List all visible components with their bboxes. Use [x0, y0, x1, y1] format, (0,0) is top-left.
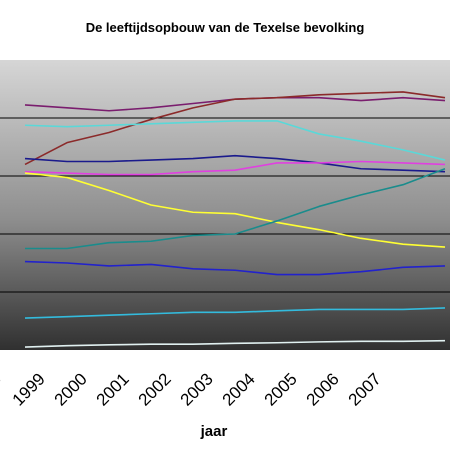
series-line-5: [24, 160, 446, 176]
series-line-6: [24, 172, 446, 248]
series-line-2: [24, 91, 446, 166]
x-tick-label: 2004: [219, 369, 259, 409]
series-line-9: [24, 307, 446, 319]
plot-area: [0, 60, 450, 350]
series-line-7: [25, 168, 446, 250]
series-line-8: [24, 260, 446, 276]
chart-title: De leeftijdsopbouw van de Texelse bevolk…: [85, 20, 365, 35]
series-line-4: [24, 154, 446, 173]
x-tick-labels: 98 1999 2000 2001 2002 2003 2004 2005 2006 2007: [0, 369, 385, 409]
x-tick-label: 1999: [9, 369, 49, 409]
series-lines: [24, 91, 446, 348]
series-line-10: [24, 339, 446, 348]
x-tick-label: 2005: [261, 369, 301, 409]
x-tick-label: 98: [0, 369, 5, 396]
series-line-3: [24, 120, 446, 161]
x-tick-label: 2001: [93, 369, 133, 409]
x-tick-label: 2007: [345, 369, 385, 409]
x-tick-label: 2006: [303, 369, 343, 409]
x-tick-label: 2003: [177, 369, 217, 409]
x-tick-label: 2002: [135, 369, 175, 409]
x-axis-title: jaar: [200, 423, 228, 440]
x-tick-label: 2000: [51, 369, 91, 409]
